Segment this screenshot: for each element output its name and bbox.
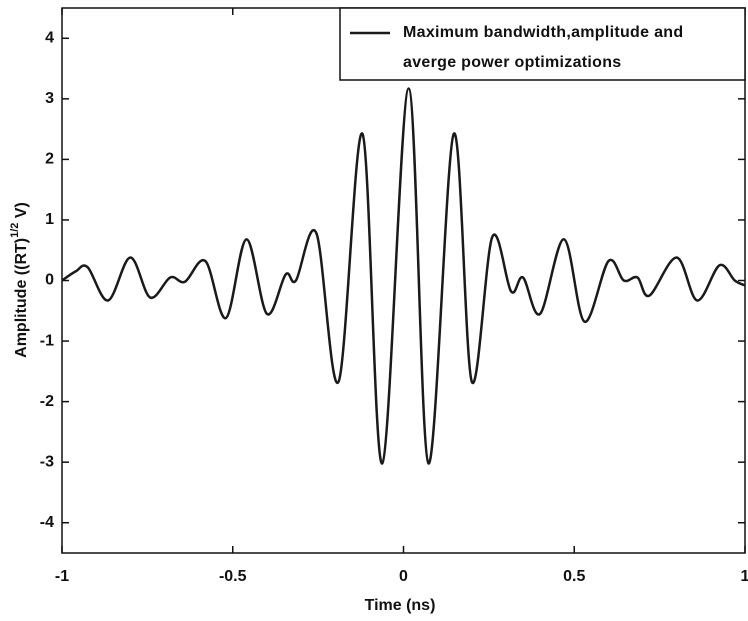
x-tick-label: -0.5 xyxy=(219,568,247,585)
y-tick-label: -3 xyxy=(40,453,54,470)
x-tick-label: 0 xyxy=(399,568,408,585)
y-axis-label: Amplitude ((RT)1/2 V) xyxy=(9,202,30,358)
y-axis-label-end: V) xyxy=(13,202,30,222)
legend-box xyxy=(339,7,746,81)
y-tick-label: 4 xyxy=(45,29,54,46)
y-tick-label: -1 xyxy=(40,332,54,349)
legend-label: Maximum bandwidth,amplitude and averge p… xyxy=(403,24,684,71)
y-tick-label: 0 xyxy=(45,272,54,289)
y-tick-label: -4 xyxy=(40,514,54,531)
y-tick-label: 1 xyxy=(45,211,54,228)
y-axis-label-sup: 1/2 xyxy=(9,223,21,238)
y-tick-label: 3 xyxy=(45,90,54,107)
plot-frame xyxy=(61,7,746,554)
x-tick-label: 0.5 xyxy=(563,568,585,585)
y-tick-label: -2 xyxy=(40,393,54,410)
y-axis-label-main: Amplitude ((RT) xyxy=(13,238,30,358)
x-axis-label: Time (ns) xyxy=(365,597,436,614)
x-tick-label: 1 xyxy=(741,568,748,585)
series-line xyxy=(62,87,745,465)
x-tick-label: -1 xyxy=(55,568,69,585)
y-tick-label: 2 xyxy=(45,151,54,168)
